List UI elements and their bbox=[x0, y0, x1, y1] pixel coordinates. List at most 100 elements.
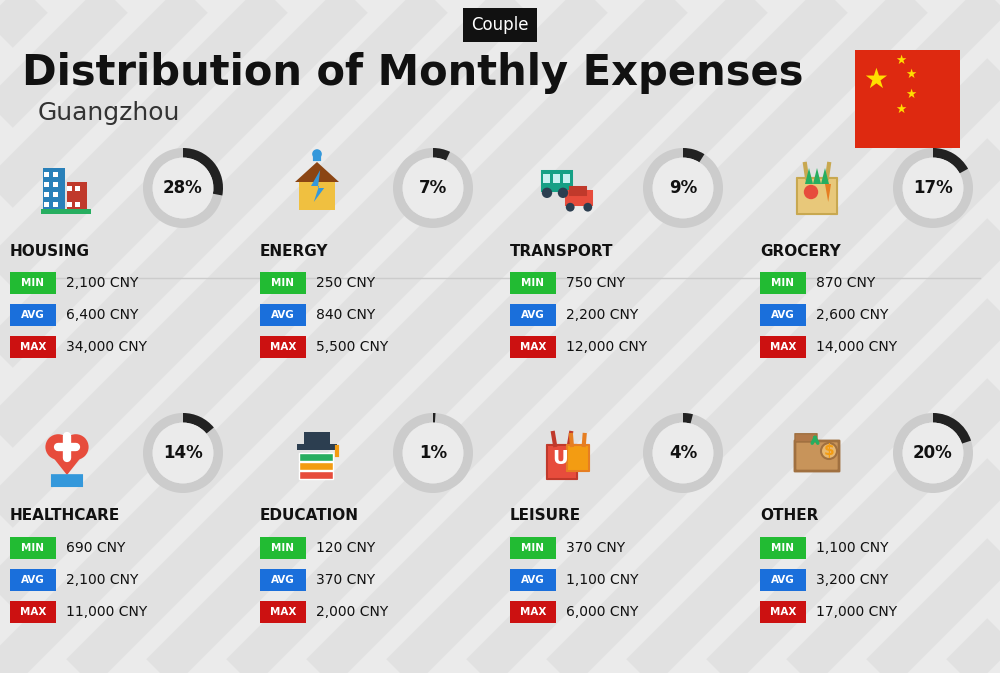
FancyBboxPatch shape bbox=[510, 569, 556, 591]
FancyBboxPatch shape bbox=[553, 174, 560, 183]
FancyBboxPatch shape bbox=[547, 445, 577, 479]
Text: 14,000 CNY: 14,000 CNY bbox=[816, 340, 897, 354]
FancyBboxPatch shape bbox=[53, 182, 58, 187]
Text: 20%: 20% bbox=[913, 444, 953, 462]
Polygon shape bbox=[821, 168, 829, 184]
FancyBboxPatch shape bbox=[53, 202, 58, 207]
Text: MIN: MIN bbox=[22, 543, 44, 553]
FancyBboxPatch shape bbox=[297, 444, 337, 450]
Text: 3,200 CNY: 3,200 CNY bbox=[816, 573, 888, 587]
FancyBboxPatch shape bbox=[299, 182, 335, 210]
Wedge shape bbox=[143, 413, 223, 493]
Wedge shape bbox=[683, 413, 693, 423]
Text: 2,100 CNY: 2,100 CNY bbox=[66, 573, 138, 587]
Wedge shape bbox=[393, 413, 473, 493]
Text: 750 CNY: 750 CNY bbox=[566, 276, 625, 290]
FancyBboxPatch shape bbox=[299, 454, 333, 462]
Text: 690 CNY: 690 CNY bbox=[66, 541, 125, 555]
FancyBboxPatch shape bbox=[567, 445, 589, 471]
Text: 6,000 CNY: 6,000 CNY bbox=[566, 605, 638, 619]
Text: MAX: MAX bbox=[20, 607, 46, 617]
Text: 5,500 CNY: 5,500 CNY bbox=[316, 340, 388, 354]
Text: ★: ★ bbox=[905, 69, 917, 81]
Wedge shape bbox=[393, 148, 473, 228]
FancyBboxPatch shape bbox=[53, 172, 58, 177]
Circle shape bbox=[653, 423, 713, 483]
FancyBboxPatch shape bbox=[44, 182, 49, 187]
FancyBboxPatch shape bbox=[75, 202, 80, 207]
Circle shape bbox=[153, 157, 213, 219]
Polygon shape bbox=[805, 168, 813, 184]
Text: ★: ★ bbox=[895, 102, 906, 116]
Text: MIN: MIN bbox=[772, 543, 794, 553]
Text: 1,100 CNY: 1,100 CNY bbox=[566, 573, 639, 587]
FancyBboxPatch shape bbox=[797, 178, 837, 214]
FancyBboxPatch shape bbox=[795, 434, 817, 442]
Text: TRANSPORT: TRANSPORT bbox=[510, 244, 614, 258]
Text: 2,000 CNY: 2,000 CNY bbox=[316, 605, 388, 619]
FancyBboxPatch shape bbox=[510, 537, 556, 559]
FancyBboxPatch shape bbox=[760, 336, 806, 358]
FancyBboxPatch shape bbox=[510, 304, 556, 326]
FancyBboxPatch shape bbox=[565, 190, 593, 206]
Circle shape bbox=[653, 157, 713, 219]
Text: 2,100 CNY: 2,100 CNY bbox=[66, 276, 138, 290]
Text: MIN: MIN bbox=[522, 543, 544, 553]
FancyBboxPatch shape bbox=[260, 336, 306, 358]
Wedge shape bbox=[683, 148, 704, 162]
Text: AVG: AVG bbox=[21, 310, 45, 320]
FancyBboxPatch shape bbox=[299, 471, 333, 479]
Text: MAX: MAX bbox=[20, 342, 46, 352]
Circle shape bbox=[566, 203, 575, 211]
Text: AVG: AVG bbox=[771, 310, 795, 320]
FancyBboxPatch shape bbox=[75, 186, 80, 191]
Text: HOUSING: HOUSING bbox=[10, 244, 90, 258]
Wedge shape bbox=[933, 413, 971, 444]
Wedge shape bbox=[893, 148, 973, 228]
FancyBboxPatch shape bbox=[41, 209, 91, 214]
Text: 2,600 CNY: 2,600 CNY bbox=[816, 308, 888, 322]
Text: 14%: 14% bbox=[163, 444, 203, 462]
FancyBboxPatch shape bbox=[43, 168, 65, 212]
Text: ★: ★ bbox=[905, 88, 917, 101]
Circle shape bbox=[45, 434, 71, 460]
Text: OTHER: OTHER bbox=[760, 509, 818, 524]
Circle shape bbox=[804, 185, 818, 199]
Text: 17,000 CNY: 17,000 CNY bbox=[816, 605, 897, 619]
FancyBboxPatch shape bbox=[304, 432, 330, 444]
Text: 2,200 CNY: 2,200 CNY bbox=[566, 308, 638, 322]
Text: 370 CNY: 370 CNY bbox=[566, 541, 625, 555]
FancyBboxPatch shape bbox=[260, 304, 306, 326]
Text: 12,000 CNY: 12,000 CNY bbox=[566, 340, 647, 354]
Circle shape bbox=[153, 423, 213, 483]
FancyBboxPatch shape bbox=[260, 601, 306, 623]
Polygon shape bbox=[825, 184, 831, 202]
Text: $: $ bbox=[824, 444, 834, 458]
FancyBboxPatch shape bbox=[760, 537, 806, 559]
FancyBboxPatch shape bbox=[53, 192, 58, 197]
Circle shape bbox=[821, 443, 837, 459]
Circle shape bbox=[903, 157, 963, 219]
Text: ★: ★ bbox=[864, 66, 888, 94]
Text: GROCERY: GROCERY bbox=[760, 244, 841, 258]
Wedge shape bbox=[893, 413, 973, 493]
FancyBboxPatch shape bbox=[10, 569, 56, 591]
Wedge shape bbox=[433, 148, 450, 160]
Polygon shape bbox=[47, 450, 87, 475]
Text: MAX: MAX bbox=[770, 342, 796, 352]
FancyBboxPatch shape bbox=[260, 537, 306, 559]
Text: AVG: AVG bbox=[771, 575, 795, 585]
FancyBboxPatch shape bbox=[760, 569, 806, 591]
Circle shape bbox=[542, 188, 552, 198]
Wedge shape bbox=[643, 413, 723, 493]
Text: 840 CNY: 840 CNY bbox=[316, 308, 375, 322]
FancyBboxPatch shape bbox=[10, 336, 56, 358]
FancyBboxPatch shape bbox=[543, 174, 550, 183]
Text: 7%: 7% bbox=[419, 179, 447, 197]
Circle shape bbox=[583, 203, 592, 211]
Text: 1,100 CNY: 1,100 CNY bbox=[816, 541, 889, 555]
Text: 28%: 28% bbox=[163, 179, 203, 197]
FancyBboxPatch shape bbox=[51, 474, 83, 487]
Text: HEALTHCARE: HEALTHCARE bbox=[10, 509, 120, 524]
FancyBboxPatch shape bbox=[10, 272, 56, 294]
